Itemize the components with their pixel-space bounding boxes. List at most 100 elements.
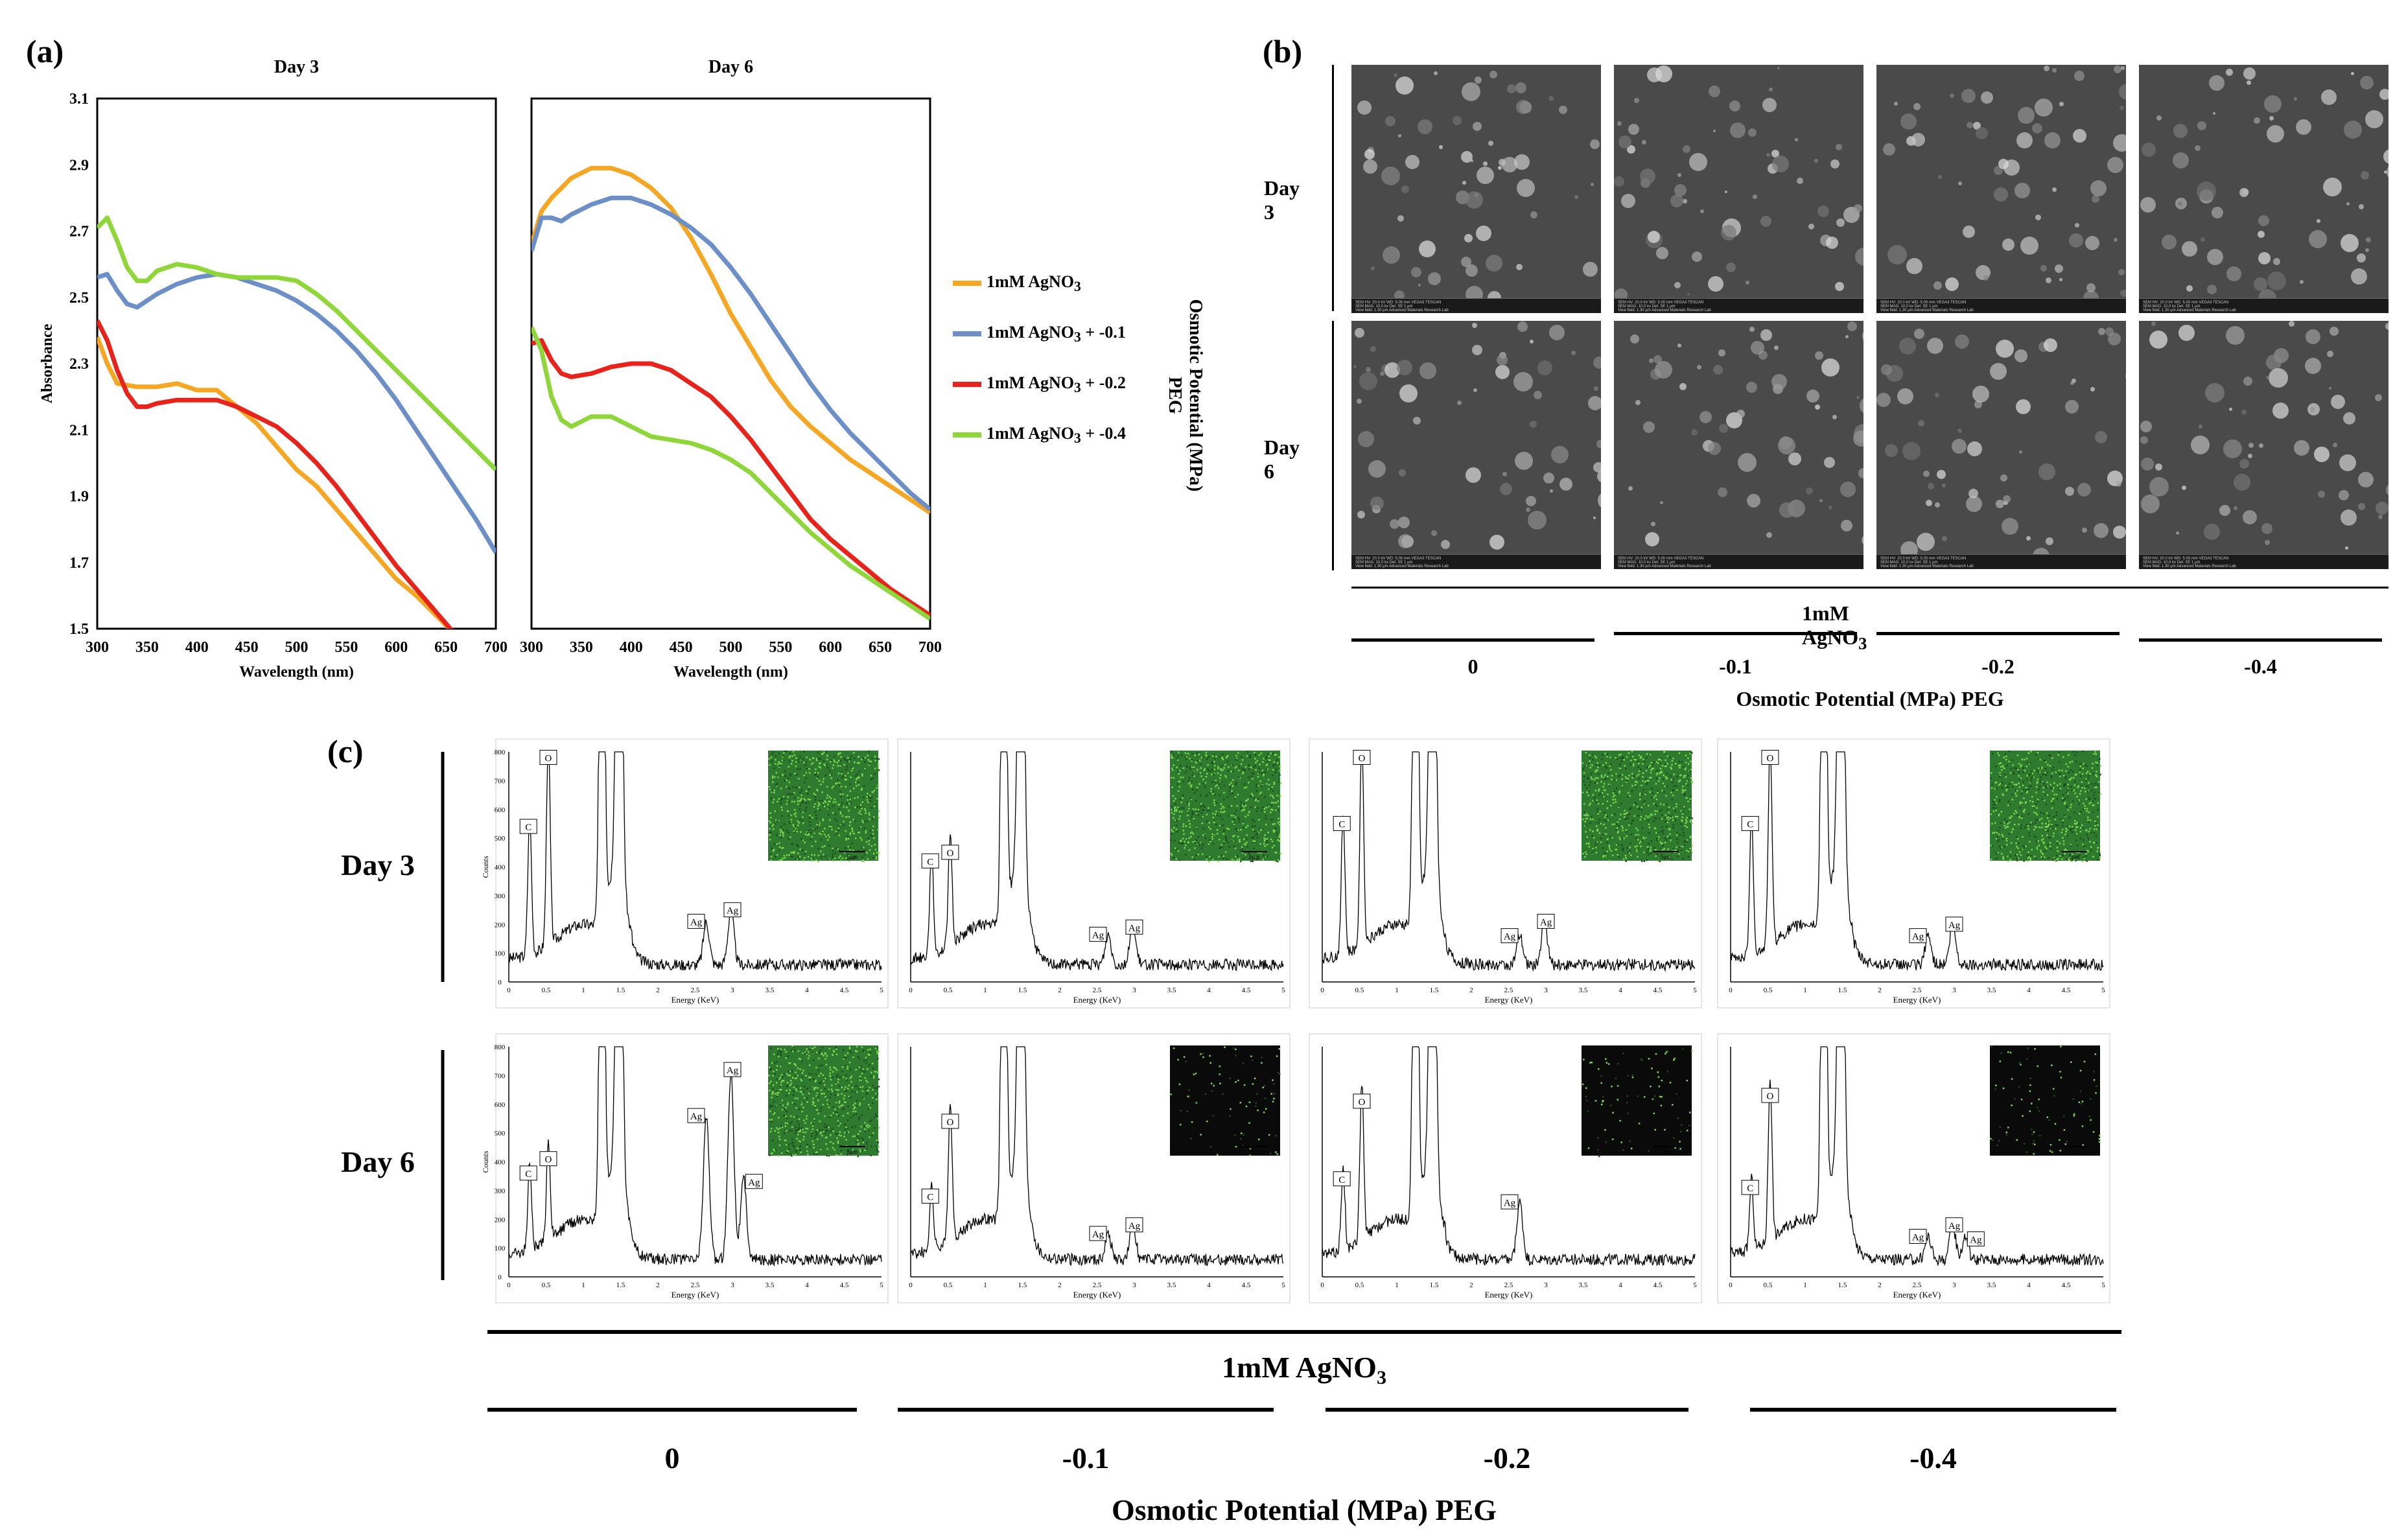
inset-dot [817, 772, 819, 774]
inset-dot [1635, 837, 1638, 839]
inset-dot [835, 847, 837, 850]
inset-dot [1654, 827, 1657, 830]
inset-dot [855, 1113, 858, 1115]
inset-dot [815, 758, 818, 760]
inset-dot [1264, 796, 1266, 798]
inset-dot [2085, 786, 2088, 788]
inset-dot [1209, 828, 1211, 830]
inset-dot [1220, 768, 1222, 770]
inset-dot [1648, 832, 1650, 834]
inset-dot [1996, 1144, 1998, 1147]
inset-dot [2000, 811, 2003, 813]
inset-dot [788, 765, 790, 768]
inset-dot [1585, 752, 1587, 754]
inset-dot [2021, 815, 2023, 817]
inset-dot [2057, 754, 2059, 756]
x-tick-label: 0.5 [1764, 986, 1773, 994]
inset-dot [1594, 845, 1597, 846]
inset-dot [1670, 791, 1672, 793]
inset-dot [778, 1117, 780, 1119]
inset-dot [1221, 780, 1222, 783]
inset-dot [2096, 775, 2098, 778]
inset-dot [2090, 1119, 2092, 1121]
inset-dot [2092, 842, 2095, 844]
inset-dot [780, 825, 782, 828]
inset-dot [804, 1122, 806, 1124]
inset-dot [1223, 841, 1225, 843]
peak-label: Ag [723, 902, 742, 918]
inset-dot [1588, 846, 1590, 848]
inset-dot [1188, 802, 1190, 804]
inset-dot [2051, 807, 2053, 810]
inset-dot [1600, 781, 1602, 783]
inset-dot [1679, 767, 1681, 769]
inset-dot [1263, 843, 1265, 845]
inset-dot [808, 817, 811, 819]
inset-dot [771, 753, 773, 755]
inset-dot [872, 1132, 874, 1134]
peak-label-text: Ag [1540, 917, 1552, 928]
inset-dot [1265, 757, 1267, 760]
inset-dot [1590, 776, 1593, 778]
inset-dot [1267, 778, 1270, 781]
inset-dot [1620, 753, 1622, 756]
inset-dot [1631, 790, 1633, 792]
inset-dot [2096, 771, 2097, 773]
inset-dot [1656, 772, 1659, 775]
inset-dot [787, 810, 789, 812]
inset-dot [1666, 762, 1668, 765]
inset-dot [1681, 820, 1683, 822]
inset-dot [2097, 828, 2099, 830]
inset-dot [789, 1153, 792, 1155]
inset-dot [1644, 793, 1646, 795]
inset-dot [1589, 756, 1591, 759]
x-tick-label: 0 [909, 986, 913, 994]
inset-dot [1607, 773, 1610, 775]
inset-dot [861, 1086, 864, 1088]
peak-label-box [1333, 1171, 1351, 1187]
x-tick-label: 5 [880, 1281, 883, 1289]
inset-dot [1996, 832, 1998, 834]
inset-dot [828, 1088, 830, 1091]
inset-dot [2093, 794, 2095, 797]
inset-dot [870, 1145, 872, 1147]
inset-dot [1585, 824, 1587, 826]
inset-dot [1689, 798, 1692, 800]
inset-dot [1629, 1140, 1631, 1143]
inset-dot [812, 1047, 814, 1049]
inset-dot [2087, 775, 2090, 777]
inset-dot [1197, 814, 1199, 816]
inset-dot [789, 1089, 791, 1091]
inset-dot [1620, 757, 1622, 759]
inset-dot [1260, 809, 1263, 811]
inset-dot [1674, 810, 1676, 812]
inset-dot [2066, 848, 2068, 850]
inset-dot [2033, 811, 2035, 813]
inset-dot [2090, 789, 2093, 791]
inset-dot [1205, 776, 1208, 778]
inset-dot [865, 810, 867, 812]
inset-dot [1272, 1101, 1274, 1102]
inset-dot [2037, 800, 2038, 802]
inset-dot [2024, 758, 2026, 761]
inset-dot [1618, 792, 1620, 794]
inset-dot [1592, 818, 1594, 821]
inset-dot [813, 793, 815, 795]
inset-dot [774, 1112, 776, 1114]
inset-dot [2059, 788, 2062, 790]
inset-dot [2054, 858, 2056, 859]
sem-image: SEM HV: 20.0 kV WD: 5.00 mm VEGA3 TESCAN… [2139, 65, 2388, 313]
inset-dot [768, 832, 771, 834]
inset-dot [799, 856, 801, 858]
inset-dot [827, 808, 829, 810]
inset-dot [1654, 1128, 1656, 1131]
inset-dot [1584, 856, 1586, 858]
inset-dot [1648, 776, 1651, 779]
inset-dot [1681, 791, 1684, 793]
inset-dot [799, 1118, 800, 1120]
peak-label-text: O [1767, 754, 1774, 764]
x-tick-label: 5 [1281, 986, 1285, 994]
inset-dot [1225, 851, 1227, 853]
inset-dot [1257, 807, 1259, 809]
inset-dot [784, 751, 786, 752]
